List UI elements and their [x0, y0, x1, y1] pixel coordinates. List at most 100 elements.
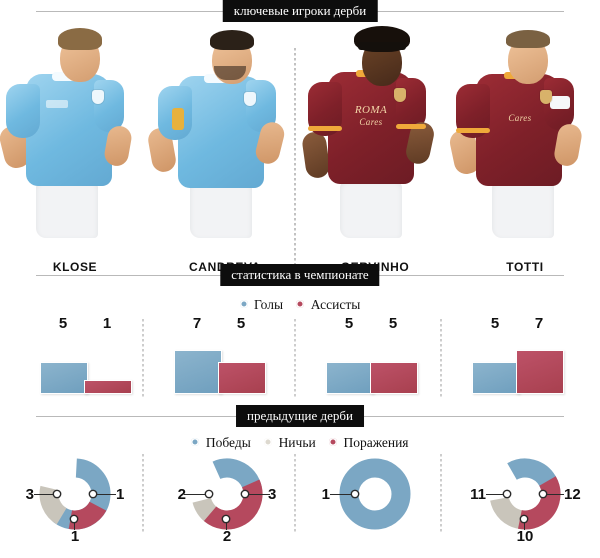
bar-assists[interactable]	[370, 362, 418, 394]
bar-goals[interactable]	[174, 350, 222, 394]
section-header-stats: статистика в чемпионате	[0, 264, 600, 286]
player-figure-gervinho: ROMA Cares	[300, 22, 450, 238]
legend-label-wins: Победы	[205, 435, 251, 450]
player-figure-klose	[0, 22, 150, 238]
leader-line-right	[544, 494, 564, 495]
bar-assists[interactable]	[516, 350, 564, 394]
leader-line-bottom	[524, 522, 525, 530]
legend-dot-goals	[239, 300, 248, 308]
bar-goals[interactable]	[40, 362, 88, 394]
bar-value-assists: 1	[102, 315, 112, 332]
bar-value-goals: 5	[344, 315, 354, 332]
donut-value-losses: 3	[268, 486, 277, 503]
legend-item-goals[interactable]: Голы	[239, 297, 284, 313]
legend-derbies: Победы Ничьи Поражения	[0, 435, 600, 451]
donut-value-draws: 2	[222, 528, 232, 545]
chart-divider	[294, 454, 296, 532]
legend-dot-losses	[329, 438, 338, 446]
bar-value-assists: 5	[236, 315, 246, 332]
donut-value-wins: 1	[321, 486, 330, 503]
leader-line-bottom	[226, 522, 227, 530]
chart-divider	[440, 319, 442, 397]
player-card-candreva[interactable]	[146, 22, 300, 238]
chart-divider	[142, 454, 144, 532]
bar-value-assists: 7	[534, 315, 544, 332]
donut-chart-candreva[interactable]	[191, 458, 263, 530]
donut-group-gervinho: 1	[300, 452, 450, 552]
leader-line-right	[246, 494, 270, 495]
leader-dot-left	[206, 491, 212, 497]
legend-item-assists[interactable]: Ассисты	[296, 297, 360, 313]
leader-line-left	[330, 494, 354, 495]
donut-value-losses: 12	[564, 486, 581, 503]
leader-dot-left	[352, 491, 358, 497]
section-header-players: ключевые игроки дерби	[0, 0, 600, 22]
bar-goals[interactable]	[326, 362, 374, 394]
donut-value-losses: 1	[116, 486, 125, 503]
captain-armband	[550, 96, 570, 109]
shirt-sponsor-line2: Cares	[359, 117, 383, 127]
legend-label-goals: Голы	[254, 297, 284, 312]
bar-value-assists: 5	[388, 315, 398, 332]
player-figure-totti: Cares	[447, 22, 600, 238]
section-title-players: ключевые игроки дерби	[222, 0, 378, 22]
player-card-totti[interactable]: Cares	[447, 22, 600, 238]
donut-value-wins: 2	[177, 486, 186, 503]
legend-dot-assists	[296, 300, 305, 308]
bar-value-goals: 7	[192, 315, 202, 332]
leader-dot-right	[540, 491, 546, 497]
legend-label-assists: Ассисты	[310, 297, 361, 312]
donut-value-wins: 11	[470, 486, 486, 503]
player-card-klose[interactable]	[0, 22, 150, 238]
leader-dot-right	[242, 491, 248, 497]
section-header-derbies: предыдущие дерби	[0, 405, 600, 427]
bar-goals[interactable]	[472, 362, 520, 394]
bar-group-gervinho: 5 5	[310, 315, 440, 400]
legend-stats: Голы Ассисты	[0, 297, 600, 313]
chart-divider	[294, 319, 296, 397]
leader-dot-left	[54, 491, 60, 497]
legend-item-losses[interactable]: Поражения	[329, 435, 409, 451]
leader-dot-left	[504, 491, 510, 497]
bar-group-candreva: 7 5	[160, 315, 290, 400]
players-strip: KLOSE CANDREVA	[0, 22, 600, 280]
section-title-stats: статистика в чемпионате	[220, 264, 380, 286]
shirt-sponsor-totti: Cares	[508, 113, 532, 123]
bar-group-totti: 5 7	[458, 315, 588, 400]
legend-item-draws[interactable]: Ничьи	[264, 435, 316, 451]
player-name-totti: TOTTI	[506, 260, 544, 274]
bar-value-goals: 5	[490, 315, 500, 332]
chart-divider	[142, 319, 144, 397]
player-name-klose: KLOSE	[52, 260, 98, 274]
leader-dot-bottom	[521, 516, 527, 522]
leader-dot-bottom	[71, 516, 77, 522]
leader-line-left	[486, 494, 506, 495]
donut-charts: 3 1 1 2 3 2	[0, 452, 600, 552]
bar-assists[interactable]	[84, 380, 132, 394]
bar-group-klose: 5 1	[22, 315, 142, 400]
bar-value-goals: 5	[58, 315, 68, 332]
leader-line-left	[184, 494, 208, 495]
donut-value-wins: 3	[25, 486, 34, 503]
bar-chart: 5 1 7 5 5 5 5 7	[0, 315, 600, 400]
legend-item-wins[interactable]: Победы	[191, 435, 251, 451]
donut-group-klose: 3 1 1	[0, 452, 150, 552]
shirt-sponsor-line1: ROMA	[354, 104, 388, 116]
club-divider	[294, 48, 296, 280]
leader-dot-bottom	[223, 516, 229, 522]
donut-chart-totti[interactable]	[489, 458, 561, 530]
leader-line-bottom	[74, 522, 75, 530]
donut-group-totti: 11 12 10	[450, 452, 600, 552]
legend-dot-draws	[264, 438, 273, 446]
donut-group-candreva: 2 3 2	[152, 452, 302, 552]
legend-label-draws: Ничьи	[278, 435, 316, 450]
donut-value-draws: 1	[70, 528, 80, 545]
section-title-derbies: предыдущие дерби	[236, 405, 364, 427]
player-card-gervinho[interactable]: ROMA Cares	[300, 22, 450, 238]
chart-divider	[440, 454, 442, 532]
donut-value-draws: 10	[516, 528, 534, 545]
leader-line-right	[94, 494, 116, 495]
leader-dot-right	[90, 491, 96, 497]
legend-label-losses: Поражения	[343, 435, 409, 450]
bar-assists[interactable]	[218, 362, 266, 394]
